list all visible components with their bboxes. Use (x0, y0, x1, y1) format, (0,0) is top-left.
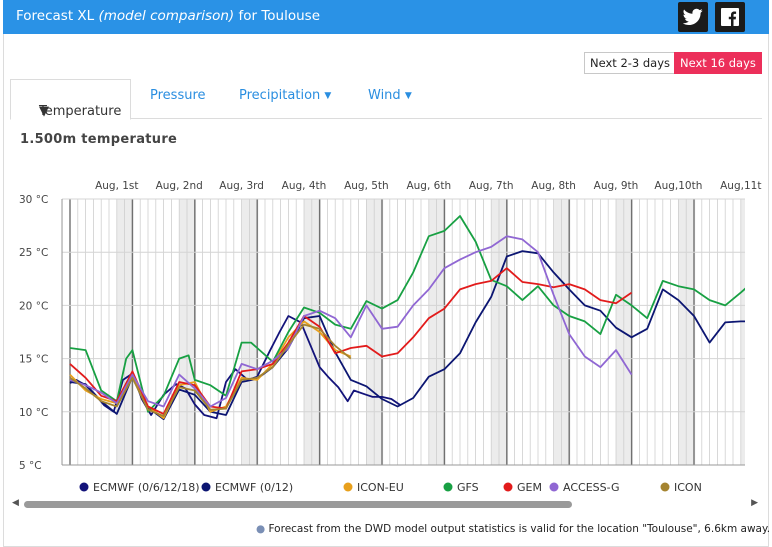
day-label: Aug, 4th (282, 180, 327, 192)
legend-label[interactable]: ECMWF (0/6/12/18) (93, 481, 200, 494)
facebook-button[interactable] (715, 2, 745, 32)
tab-wind[interactable]: Wind ▼ (368, 88, 412, 103)
series-line (69, 235, 633, 408)
legend-marker[interactable] (201, 482, 211, 492)
night-band (116, 199, 134, 465)
caret-down-icon: ▼ (404, 91, 412, 101)
night-band (366, 199, 384, 465)
legend-label[interactable]: ICON-EU (357, 481, 404, 494)
series-line (69, 250, 745, 421)
day-label: Aug, 5th (344, 180, 389, 192)
day-label: Aug, 8th (531, 180, 576, 192)
legend-marker[interactable] (549, 482, 559, 492)
day-label: Aug, 6th (406, 180, 451, 192)
y-tick-label: 20 °C (19, 300, 48, 312)
night-band (179, 199, 197, 465)
legend-label[interactable]: ECMWF (0/12) (215, 481, 293, 494)
legend-label[interactable]: ACCESS-G (563, 481, 620, 494)
caret-down-icon: ▼ (39, 104, 49, 119)
night-band (491, 199, 509, 465)
tab-pressure[interactable]: Pressure (150, 88, 206, 103)
day-label: Aug, 7th (469, 180, 514, 192)
day-label: Aug,11t (720, 180, 761, 192)
y-tick-label: 5 °C (19, 460, 42, 472)
legend-marker[interactable] (79, 482, 89, 492)
y-tick-label: 30 °C (19, 194, 48, 206)
day-label: Aug,10th (654, 180, 702, 192)
scroll-right-icon[interactable]: ▶ (751, 498, 758, 508)
day-label: Aug, 2nd (156, 180, 203, 192)
facebook-icon (721, 8, 739, 26)
next-2-3-days-button[interactable]: Next 2-3 days (584, 52, 677, 74)
chart-scrollbar[interactable]: ◀ ▶ (10, 497, 760, 511)
night-band (304, 199, 321, 465)
legend-marker[interactable] (343, 482, 353, 492)
twitter-button[interactable] (678, 2, 708, 32)
legend-label[interactable]: ICON (674, 481, 702, 494)
legend-marker[interactable] (443, 482, 453, 492)
night-band (428, 199, 446, 465)
day-label: Aug, 3rd (219, 180, 264, 192)
page-title: Forecast XL (model comparison) for Toulo… (16, 8, 320, 24)
scrollbar-thumb[interactable] (24, 501, 572, 508)
legend-label[interactable]: GEM (517, 481, 542, 494)
y-tick-label: 15 °C (19, 354, 48, 366)
tab-temperature[interactable]: Temperature ▼ (10, 79, 131, 120)
night-band (740, 199, 745, 465)
y-tick-label: 10 °C (19, 407, 48, 419)
chart-title: 1.500m temperature (20, 132, 178, 147)
bullet-icon: ● (256, 523, 266, 535)
night-band (678, 199, 696, 465)
tabs-divider (10, 118, 762, 119)
series-line (69, 267, 633, 415)
legend-marker[interactable] (660, 482, 670, 492)
night-band (241, 199, 259, 465)
night-band (553, 199, 571, 465)
twitter-icon (683, 8, 703, 26)
header-bar: Forecast XL (model comparison) for Toulo… (3, 0, 769, 34)
day-label: Aug, 9th (594, 180, 639, 192)
series-line (69, 323, 352, 418)
day-label: Aug, 1st (95, 180, 138, 192)
series-line (69, 215, 745, 413)
temperature-chart: 5 °C 10 °C 15 °C 20 °C 25 °C 30 °C Aug, 1st Aug… (19, 180, 761, 494)
legend-marker[interactable] (503, 482, 513, 492)
legend-label[interactable]: GFS (457, 481, 479, 494)
y-tick-label: 25 °C (19, 247, 48, 259)
scroll-left-icon[interactable]: ◀ (12, 498, 19, 508)
tab-precipitation[interactable]: Precipitation ▼ (239, 88, 332, 103)
next-16-days-button[interactable]: Next 16 days (674, 52, 762, 74)
footnote: ● Forecast from the DWD model output sta… (256, 523, 771, 535)
caret-down-icon: ▼ (324, 91, 332, 101)
